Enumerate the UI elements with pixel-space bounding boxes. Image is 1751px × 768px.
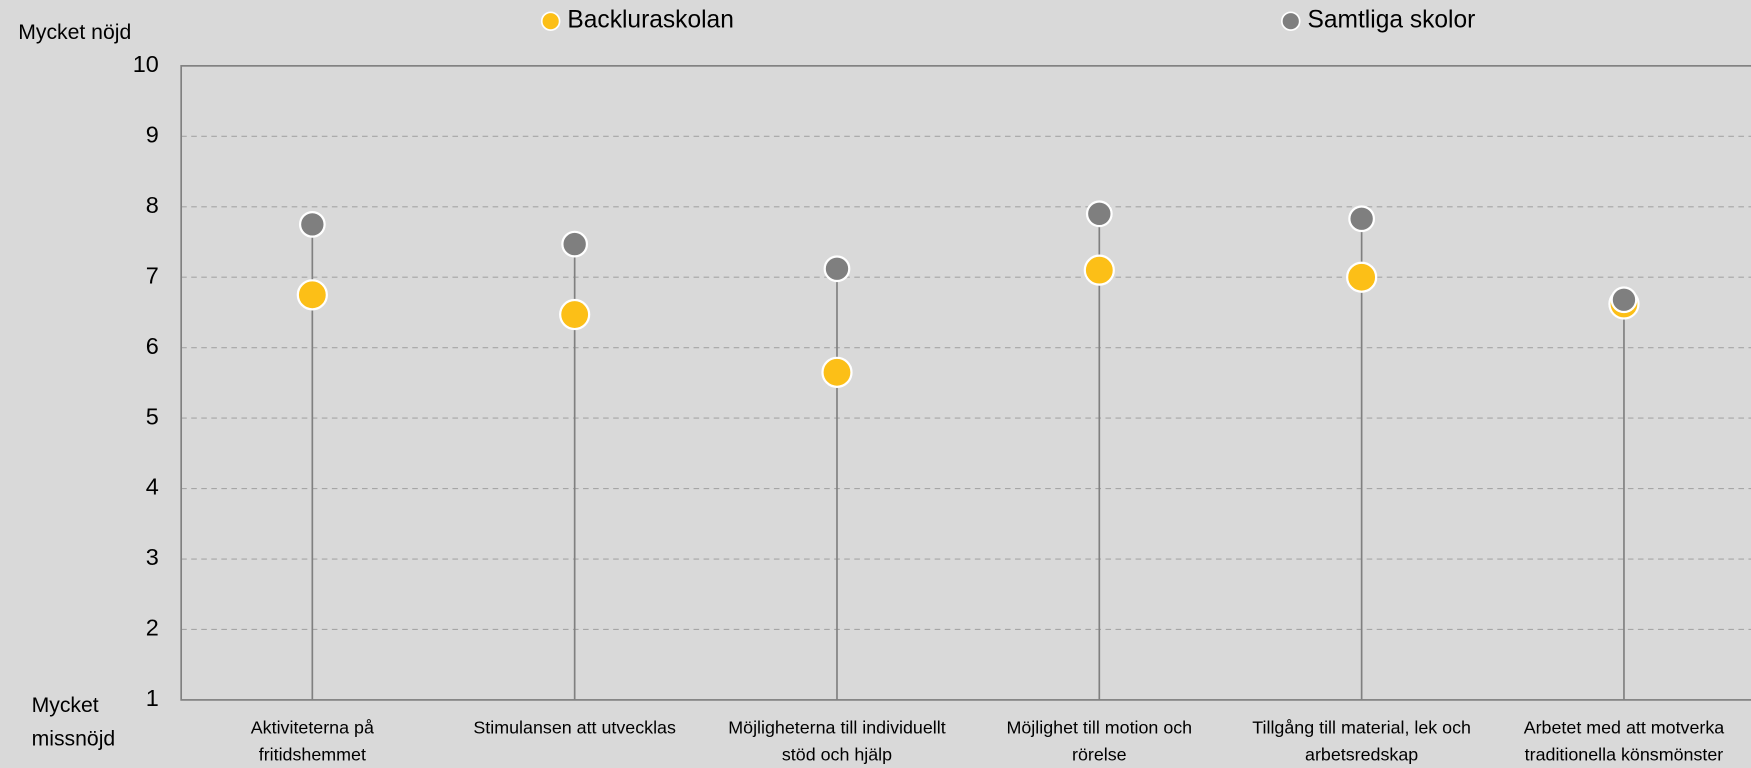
y-tick-label: 10: [133, 51, 159, 77]
y-tick-label: 4: [146, 474, 159, 500]
dot: [823, 255, 851, 283]
x-tick-label: rörelse: [1072, 744, 1127, 764]
legend-marker: [540, 11, 561, 31]
dot: [561, 230, 589, 258]
y-tick-label: 8: [146, 192, 159, 218]
plot-border: [180, 65, 1751, 701]
dot: [1348, 205, 1376, 233]
dot: [1085, 200, 1113, 228]
y-label-bottom: Mycket: [32, 694, 99, 717]
dot: [1083, 254, 1115, 286]
x-tick-label: Möjlighet till motion och: [1007, 718, 1193, 738]
legend-label: Backluraskolan: [567, 7, 733, 34]
y-tick-label: 3: [146, 544, 159, 570]
y-label-top: Mycket nöjd: [18, 21, 131, 44]
dot: [298, 210, 326, 238]
x-tick-label: Möjligheterna till individuellt: [728, 718, 945, 738]
x-tick-label: stöd och hjälp: [782, 744, 892, 764]
y-tick-label: 7: [146, 262, 159, 288]
dot: [1610, 286, 1638, 314]
x-tick-label: Stimulansen att utvecklas: [473, 718, 676, 738]
y-tick-label: 9: [146, 121, 159, 147]
x-tick-label: fritidshemmet: [259, 744, 366, 764]
x-tick-label: arbetsredskap: [1305, 744, 1418, 764]
y-tick-label: 5: [146, 403, 159, 429]
x-tick-label: Tillgång till material, lek och: [1252, 718, 1471, 738]
dot: [1346, 261, 1378, 293]
x-tick-label: Arbetet med att motverka: [1524, 718, 1725, 738]
y-tick-label: 2: [146, 615, 159, 641]
y-label-bottom: missnöjd: [32, 728, 116, 751]
dot: [559, 298, 591, 331]
x-tick-label: traditionella könsmönster: [1525, 744, 1724, 764]
dot: [821, 356, 853, 388]
legend-label: Samtliga skolor: [1308, 7, 1476, 34]
y-tick-label: 6: [146, 333, 159, 359]
y-tick-label: 1: [146, 685, 159, 711]
legend-marker: [1280, 11, 1301, 31]
x-tick-label: Aktiviteterna på: [251, 718, 374, 738]
dot: [296, 279, 328, 311]
